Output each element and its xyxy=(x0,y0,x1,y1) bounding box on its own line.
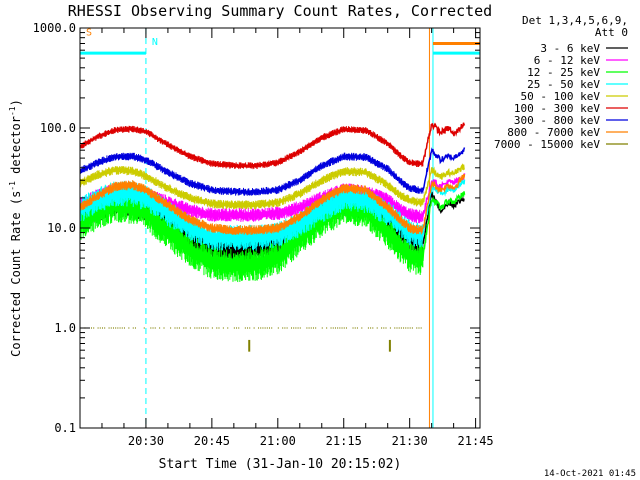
flag-label: N xyxy=(152,37,158,48)
flag-label: S xyxy=(86,27,92,38)
data-layer: SN xyxy=(79,27,481,428)
series-6 xyxy=(79,152,424,196)
series-5 xyxy=(79,125,424,170)
series-4 xyxy=(79,166,424,210)
series-7 xyxy=(79,180,424,236)
